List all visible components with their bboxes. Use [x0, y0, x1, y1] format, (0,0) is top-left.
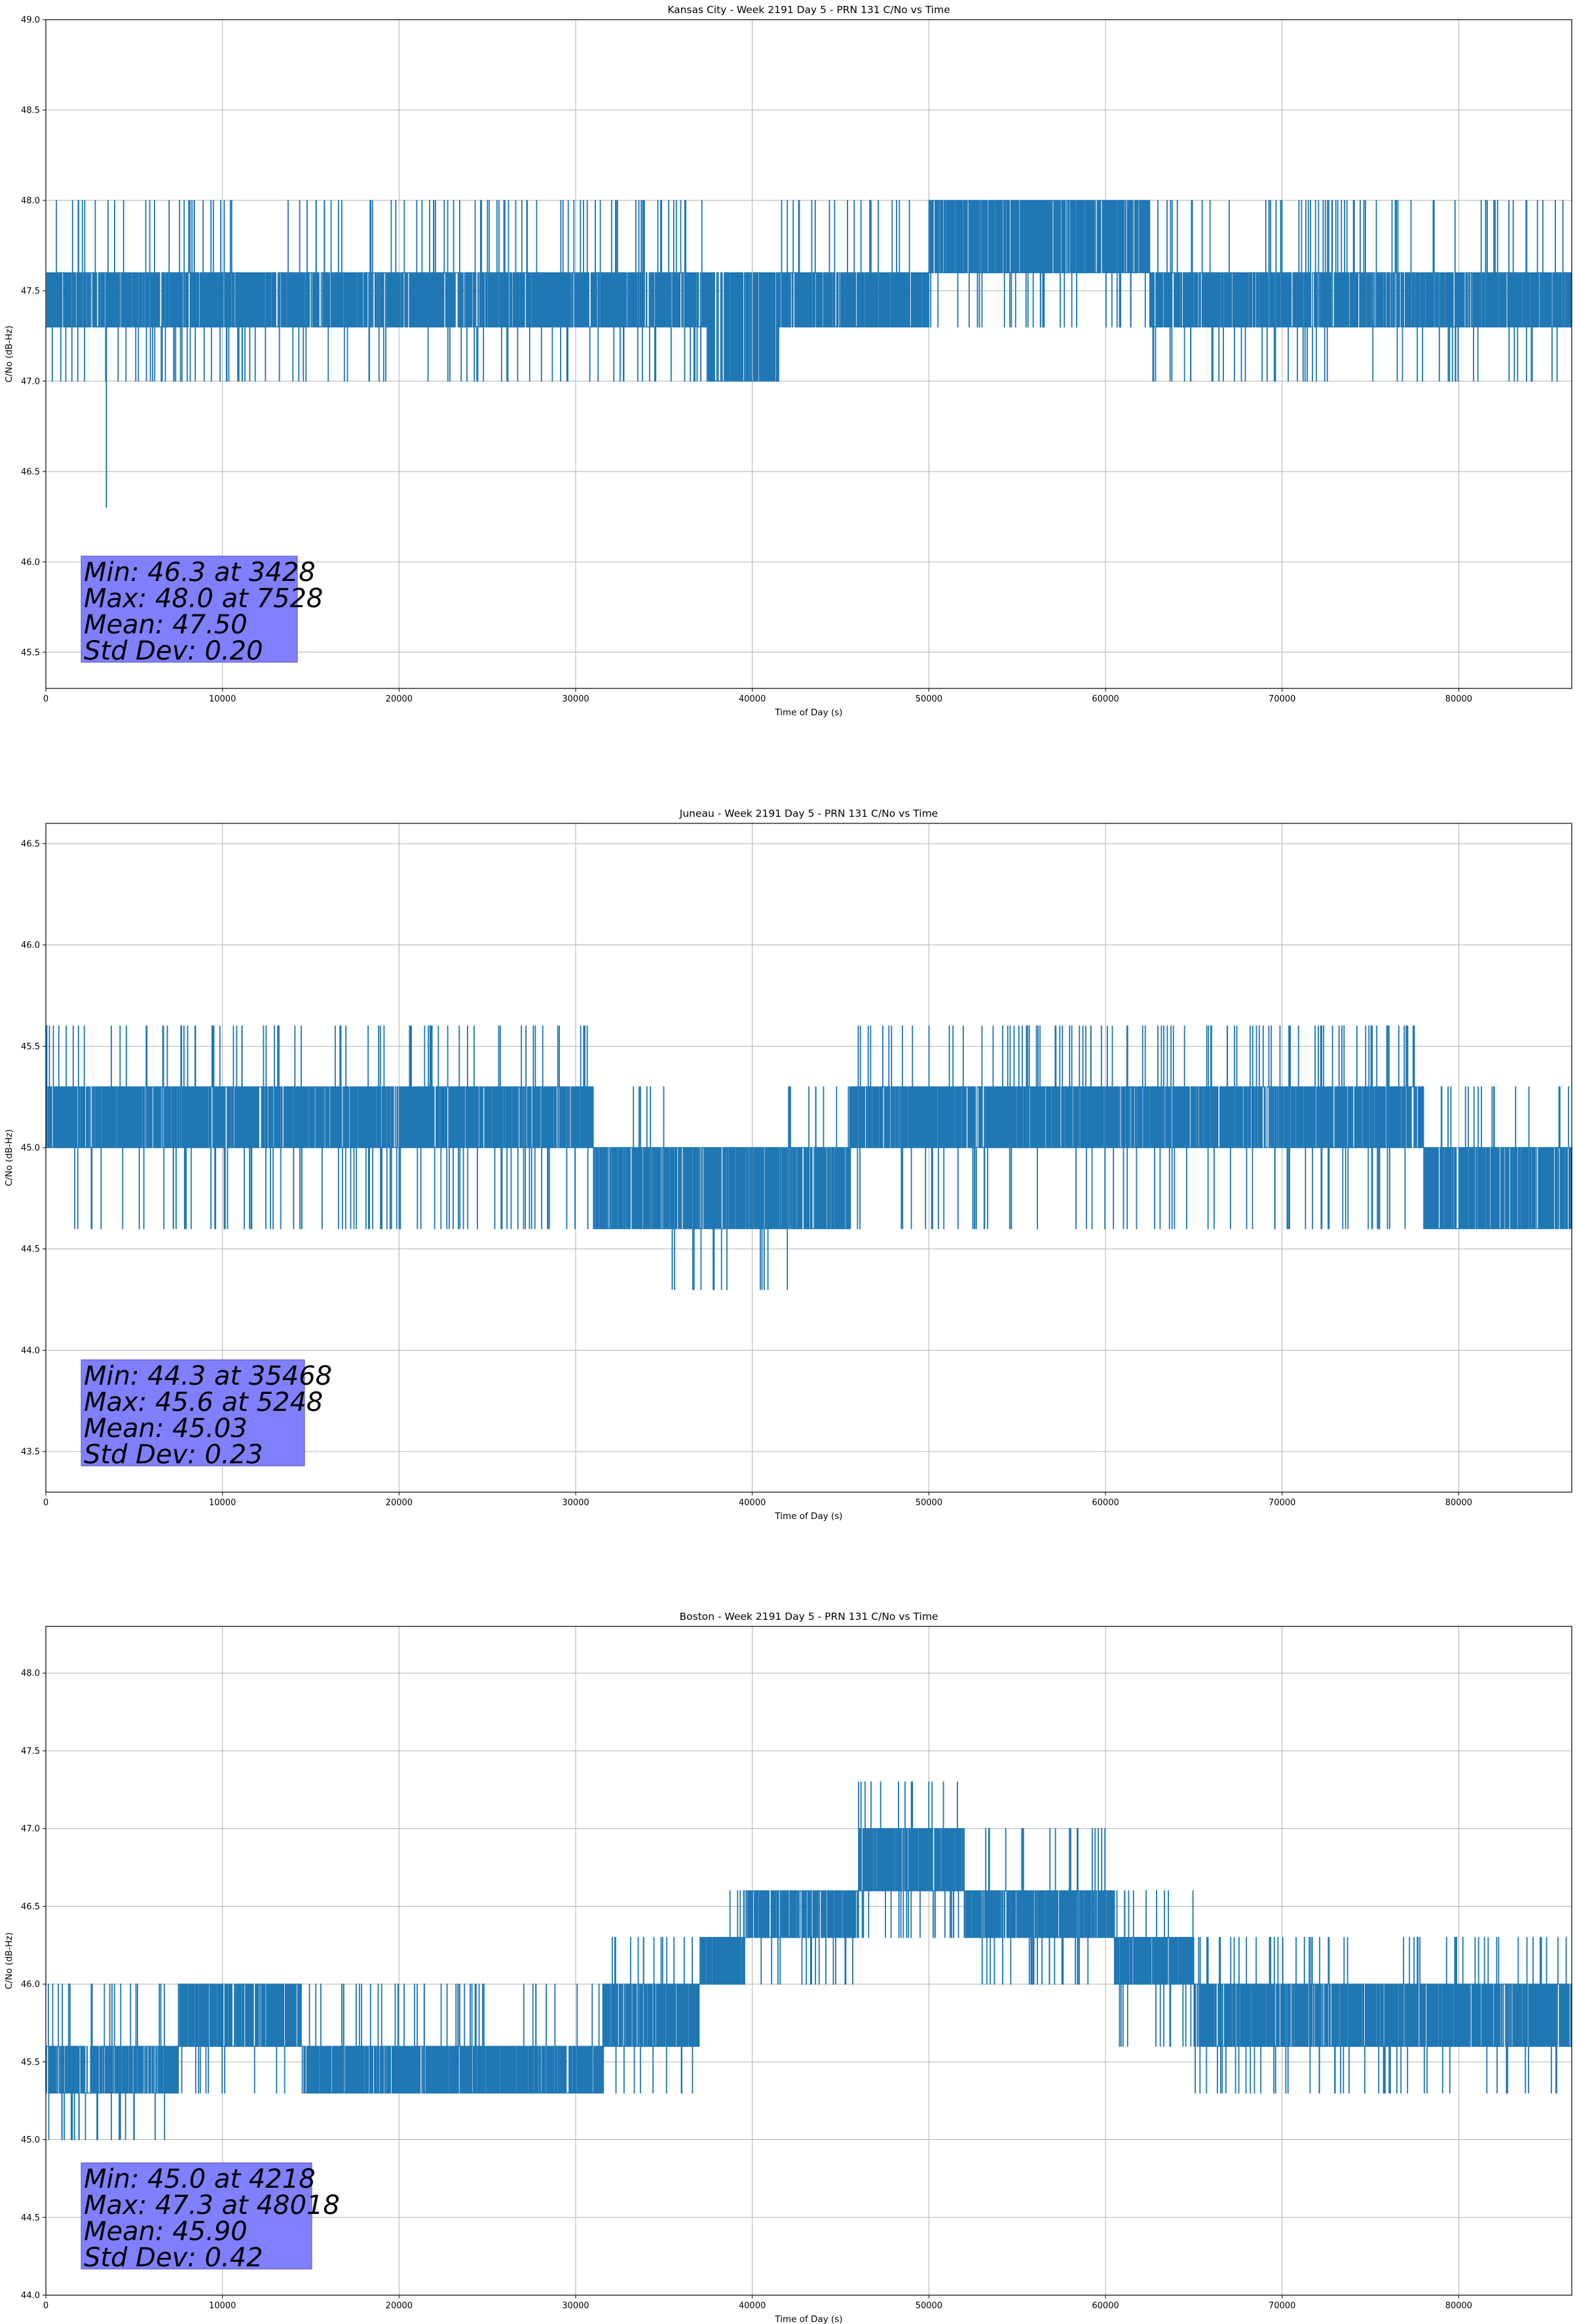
x-tick-label: 80000	[1445, 694, 1472, 704]
stats-max-text: Max: 47.3 at 48018	[84, 2190, 340, 2221]
x-tick-label: 30000	[562, 2301, 589, 2311]
stats-max-text: Max: 45.6 at 5248	[84, 1387, 323, 1417]
series-line	[46, 200, 1572, 382]
chart-panel-3: Boston - Week 2191 Day 5 - PRN 131 C/No …	[4, 1611, 1572, 2324]
y-tick-label: 49.0	[21, 16, 40, 26]
y-tick-label: 47.5	[21, 286, 40, 296]
stats-std-text: Std Dev: 0.20	[84, 636, 263, 666]
chart-title: Juneau - Week 2191 Day 5 - PRN 131 C/No …	[679, 808, 938, 819]
y-tick-label: 47.5	[21, 1746, 40, 1756]
stats-min-text: Min: 45.0 at 4218	[84, 2164, 316, 2194]
y-axis-label: C/No (dB-Hz)	[4, 1129, 14, 1186]
x-tick-label: 60000	[1092, 1498, 1119, 1508]
y-tick-label: 45.5	[21, 2057, 40, 2067]
x-tick-label: 80000	[1445, 2301, 1472, 2311]
chart-panel-1: Kansas City - Week 2191 Day 5 - PRN 131 …	[4, 4, 1572, 718]
y-tick-label: 44.0	[21, 2291, 40, 2301]
x-tick-label: 40000	[739, 2301, 766, 2311]
x-tick-label: 50000	[916, 694, 942, 704]
x-tick-label: 50000	[916, 2301, 942, 2311]
chart-panel-2: Juneau - Week 2191 Day 5 - PRN 131 C/No …	[4, 808, 1572, 1522]
y-tick-label: 48.0	[21, 1669, 40, 1679]
x-tick-label: 30000	[562, 694, 589, 704]
y-tick-label: 45.5	[21, 1042, 40, 1052]
stats-box	[81, 1359, 305, 1467]
y-tick-label: 47.0	[21, 377, 40, 386]
stats-mean-text: Mean: 45.03	[84, 1414, 248, 1444]
y-axis-label: C/No (dB-Hz)	[4, 1932, 14, 1989]
stats-max-text: Max: 48.0 at 7528	[84, 584, 323, 614]
y-tick-label: 44.0	[21, 1346, 40, 1356]
series-line	[45, 1781, 1572, 2141]
stats-mean-text: Mean: 45.90	[84, 2217, 248, 2247]
x-axis-label: Time of Day (s)	[774, 707, 842, 718]
x-tick-label: 0	[43, 2301, 48, 2311]
x-tick-label: 60000	[1092, 694, 1119, 704]
y-tick-label: 46.0	[21, 941, 40, 950]
chart-title: Boston - Week 2191 Day 5 - PRN 131 C/No …	[680, 1611, 938, 1622]
axes-frame	[45, 1626, 1572, 2296]
x-tick-label: 70000	[1269, 2301, 1295, 2311]
x-tick-label: 70000	[1269, 694, 1295, 704]
x-tick-label: 70000	[1269, 1498, 1295, 1508]
y-tick-label: 46.5	[21, 467, 40, 477]
x-tick-label: 20000	[386, 2301, 413, 2311]
stats-min-text: Min: 46.3 at 3428	[84, 557, 316, 588]
x-tick-label: 50000	[916, 1498, 942, 1508]
x-tick-label: 80000	[1445, 1498, 1472, 1508]
x-tick-label: 0	[43, 694, 48, 704]
x-tick-label: 20000	[386, 1498, 413, 1508]
stats-min-text: Min: 44.3 at 35468	[84, 1361, 332, 1391]
stats-std-text: Std Dev: 0.42	[84, 2243, 263, 2273]
x-tick-label: 30000	[562, 1498, 589, 1508]
x-tick-label: 10000	[209, 1498, 236, 1508]
axes-frame	[45, 823, 1572, 1493]
chart-title: Kansas City - Week 2191 Day 5 - PRN 131 …	[667, 4, 950, 16]
stats-box	[81, 2162, 312, 2270]
x-tick-label: 10000	[209, 694, 236, 704]
x-axis-label: Time of Day (s)	[774, 1511, 842, 1522]
stats-std-text: Std Dev: 0.23	[84, 1440, 263, 1470]
y-tick-label: 44.5	[21, 1245, 40, 1254]
y-tick-label: 48.5	[21, 105, 40, 115]
x-tick-label: 40000	[739, 1498, 766, 1508]
x-tick-label: 40000	[739, 694, 766, 704]
y-tick-label: 45.0	[21, 2135, 40, 2145]
y-tick-label: 43.5	[21, 1448, 40, 1457]
y-tick-label: 46.5	[21, 839, 40, 849]
x-tick-label: 10000	[209, 2301, 236, 2311]
x-tick-label: 20000	[386, 694, 413, 704]
y-tick-label: 46.5	[21, 1902, 40, 1912]
y-tick-label: 45.0	[21, 1144, 40, 1153]
y-tick-label: 48.0	[21, 196, 40, 206]
stats-box	[81, 555, 298, 663]
y-tick-label: 44.5	[21, 2213, 40, 2223]
x-axis-label: Time of Day (s)	[774, 2314, 842, 2324]
y-tick-label: 46.0	[21, 557, 40, 567]
y-tick-label: 45.5	[21, 648, 40, 658]
y-tick-label: 46.0	[21, 1980, 40, 1990]
axes-frame	[45, 19, 1572, 689]
stats-mean-text: Mean: 47.50	[84, 610, 248, 640]
x-tick-label: 0	[43, 1498, 48, 1508]
x-tick-label: 60000	[1092, 2301, 1119, 2311]
y-axis-label: C/No (dB-Hz)	[4, 326, 14, 383]
y-tick-label: 47.0	[21, 1824, 40, 1834]
series-line	[45, 1025, 1572, 1290]
